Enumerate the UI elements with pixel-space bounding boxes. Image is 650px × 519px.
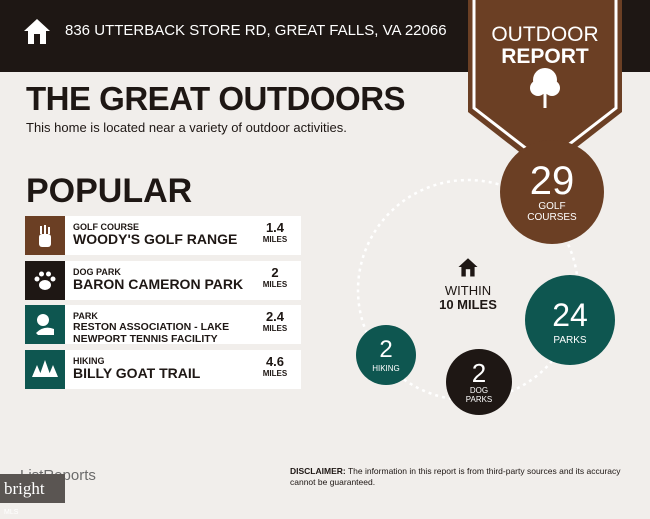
item-name: RESTON ASSOCIATION - LAKE NEWPORT TENNIS… bbox=[73, 321, 230, 345]
park-icon bbox=[25, 305, 65, 344]
parks-count: 24 PARKS bbox=[525, 275, 615, 365]
item-name: WOODY'S GOLF RANGE bbox=[73, 231, 238, 247]
item-name: BILLY GOAT TRAIL bbox=[73, 365, 201, 381]
golf-bag-icon bbox=[25, 216, 65, 255]
list-item: PARK RESTON ASSOCIATION - LAKE NEWPORT T… bbox=[25, 305, 301, 345]
badge-title: OUTDOOR REPORT bbox=[491, 23, 599, 68]
within-radius-label: WITHIN 10 MILES bbox=[439, 283, 497, 312]
popular-heading: POPULAR bbox=[26, 172, 193, 210]
item-category: HIKING bbox=[73, 356, 105, 366]
item-distance: 2.4 MILES bbox=[262, 309, 288, 333]
house-icon bbox=[24, 19, 50, 44]
house-icon bbox=[458, 258, 478, 277]
item-category: DOG PARK bbox=[73, 267, 121, 277]
page-title: THE GREAT OUTDOORS bbox=[26, 80, 406, 117]
item-category: GOLF COURSE bbox=[73, 222, 140, 232]
item-distance: 2 MILES bbox=[262, 265, 288, 289]
item-category: PARK bbox=[73, 311, 98, 321]
item-distance: 1.4 MILES bbox=[262, 220, 288, 244]
list-item: GOLF COURSE WOODY'S GOLF RANGE 1.4 MILES bbox=[25, 216, 301, 255]
item-name: BARON CAMERON PARK bbox=[73, 276, 244, 292]
address: 836 UTTERBACK STORE RD, GREAT FALLS, VA … bbox=[65, 22, 447, 39]
bright-mls-watermark: bright MLS bbox=[0, 474, 65, 516]
list-item: HIKING BILLY GOAT TRAIL 4.6 MILES bbox=[25, 350, 301, 389]
tree-icon bbox=[530, 68, 560, 108]
hiking-count: 2 HIKING bbox=[356, 325, 416, 385]
pine-trees-icon bbox=[25, 350, 65, 389]
paw-icon bbox=[25, 261, 65, 300]
golf-courses-count: 29 GOLF COURSES bbox=[500, 140, 604, 244]
page-subtitle: This home is located near a variety of o… bbox=[26, 120, 347, 135]
item-distance: 4.6 MILES bbox=[262, 354, 288, 378]
dog-parks-count: 2 DOG PARKS bbox=[446, 349, 512, 415]
disclaimer: DISCLAIMER: The information in this repo… bbox=[290, 466, 621, 487]
list-item: DOG PARK BARON CAMERON PARK 2 MILES bbox=[25, 261, 301, 300]
